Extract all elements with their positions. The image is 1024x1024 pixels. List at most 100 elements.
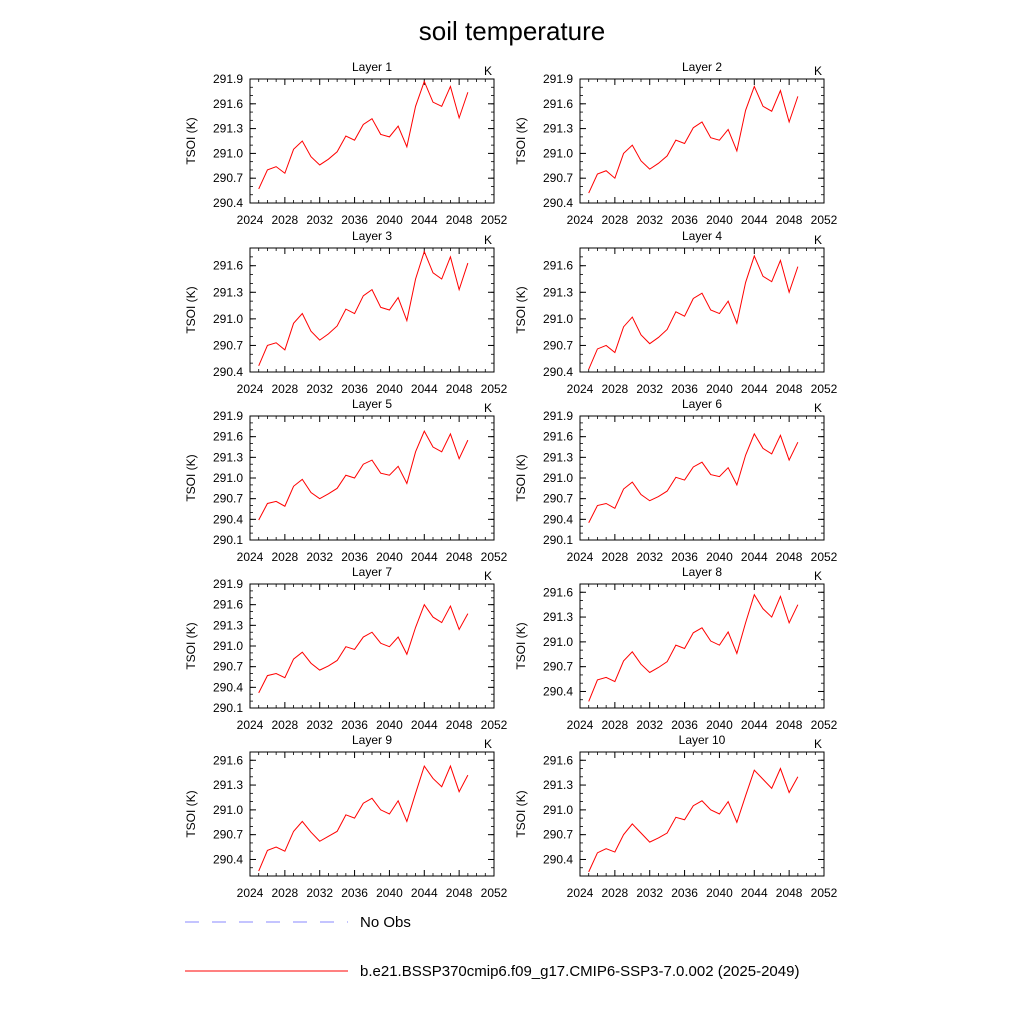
panel-layer-7-xtick-label: 2048	[446, 718, 473, 732]
panel-layer-4-xtick-label: 2036	[671, 382, 698, 396]
panel-layer-6-xtick-label: 2036	[671, 550, 698, 564]
panel-layer-7-xtick-label: 2024	[237, 718, 264, 732]
panel-layer-10-ylabel: TSOI (K)	[514, 790, 528, 837]
panel-layer-5-title: Layer 5	[352, 397, 392, 411]
panel-layer-8-series-line	[588, 593, 799, 702]
panel-layer-7-frame	[249, 583, 495, 709]
panel-layer-3-ylabel: TSOI (K)	[184, 286, 198, 333]
panel-layer-1-xtick-label: 2028	[272, 213, 299, 227]
panel-layer-4: 2024 2028 2032 2036 2040 2044 2048 2052 290.4 290…	[514, 229, 838, 396]
panel-layer-9-xtick-label: 2036	[341, 886, 368, 900]
panel-layer-5-xtick-label: 2048	[446, 550, 473, 564]
panel-layer-10-title: Layer 10	[679, 733, 726, 747]
panel-layer-4-xtick-label: 2040	[706, 382, 733, 396]
panel-layer-1: 2024 2028 2032 2036 2040 2044 2048 2052 290.4 290…	[184, 60, 508, 227]
panel-layer-1-series-line	[258, 80, 469, 190]
panel-layer-7-xtick-label: 2052	[481, 718, 508, 732]
panel-layer-5-series-line	[258, 430, 469, 521]
panel-layer-8-ytick-label: 291.0	[543, 635, 573, 649]
panel-layer-1-xtick-label: 2032	[306, 213, 333, 227]
panel-layer-1-xtick-label: 2036	[341, 213, 368, 227]
panel-layer-6-ytick-label: 291.6	[543, 430, 573, 444]
panel-layer-1-title: Layer 1	[352, 60, 392, 74]
legend-obs-label: No Obs	[360, 914, 411, 931]
panel-layer-3-xtick-label: 2052	[481, 382, 508, 396]
panel-layer-7-xtick-label: 2032	[306, 718, 333, 732]
panel-layer-4-unit: K	[814, 233, 822, 247]
panel-layer-7-ytick-label: 291.6	[213, 598, 243, 612]
panel-layer-6-xtick-label: 2052	[811, 550, 838, 564]
panel-layer-3-ytick-label: 290.4	[213, 365, 243, 379]
panel-layer-5-xtick-label: 2052	[481, 550, 508, 564]
panel-layer-7-ytick-label: 291.0	[213, 639, 243, 653]
panel-layer-8-title: Layer 8	[682, 565, 722, 579]
panel-layer-3-xtick-label: 2032	[306, 382, 333, 396]
panel-layer-9-xtick-label: 2044	[411, 886, 438, 900]
panel-layer-3-ytick-label: 291.6	[213, 259, 243, 273]
panel-layer-4-xtick-label: 2052	[811, 382, 838, 396]
panel-layer-6-ytick-label: 291.0	[543, 471, 573, 485]
panel-layer-5-ylabel: TSOI (K)	[184, 454, 198, 501]
panel-layer-8-xtick-label: 2048	[776, 718, 803, 732]
panel-layer-7-ytick-label: 291.9	[213, 577, 243, 591]
panel-layer-5-ytick-label: 290.4	[213, 512, 243, 526]
panel-layer-9: 2024 2028 2032 2036 2040 2044 2048 2052 290.4 290…	[184, 733, 508, 900]
panel-layer-1-xtick-label: 2048	[446, 213, 473, 227]
panel-layer-6-xtick-label: 2028	[602, 550, 629, 564]
panel-layer-5-ytick-label: 291.0	[213, 471, 243, 485]
panel-layer-4-xtick-label: 2024	[567, 382, 594, 396]
panel-layer-8-xtick-label: 2040	[706, 718, 733, 732]
panel-layer-10-series-line	[588, 767, 799, 873]
panel-layer-1-frame	[249, 78, 495, 204]
panel-layer-2-ytick-label: 291.9	[543, 72, 573, 86]
panel-layer-5-ytick-label: 290.7	[213, 492, 243, 506]
panel-layer-2-ytick-label: 291.6	[543, 97, 573, 111]
panel-layer-10-unit: K	[814, 737, 822, 751]
panel-layer-1-ytick-label: 290.7	[213, 171, 243, 185]
panel-layer-10-ytick-label: 291.0	[543, 803, 573, 817]
panel-layer-2-title: Layer 2	[682, 60, 722, 74]
panel-layer-6: 2024 2028 2032 2036 2040 2044 2048 2052 290.1 290…	[514, 397, 838, 564]
panel-layer-6-frame	[579, 415, 825, 541]
panel-layer-8-xtick-label: 2044	[741, 718, 768, 732]
panel-layer-8-ytick-label: 291.6	[543, 585, 573, 599]
panel-layer-3-xtick-label: 2048	[446, 382, 473, 396]
panel-layer-10-xtick-label: 2052	[811, 886, 838, 900]
panel-layer-7-ylabel: TSOI (K)	[184, 622, 198, 669]
panel-layer-9-xtick-label: 2024	[237, 886, 264, 900]
panel-layer-3-xtick-label: 2028	[272, 382, 299, 396]
panel-layer-7-xtick-label: 2040	[376, 718, 403, 732]
panels-grid: 2024 2028 2032 2036 2040 2044 2048 2052 290.4 290…	[184, 60, 838, 900]
panel-layer-8-frame	[579, 583, 825, 709]
panel-layer-5-ytick-label: 291.6	[213, 430, 243, 444]
panel-layer-8-xtick-label: 2032	[636, 718, 663, 732]
panel-layer-8-xtick-label: 2024	[567, 718, 594, 732]
panel-layer-3-xtick-label: 2024	[237, 382, 264, 396]
panel-layer-8-xtick-label: 2052	[811, 718, 838, 732]
panel-layer-10-xtick-label: 2044	[741, 886, 768, 900]
panel-layer-7-title: Layer 7	[352, 565, 392, 579]
panel-layer-9-series-line	[258, 764, 469, 872]
panel-layer-7-xtick-label: 2036	[341, 718, 368, 732]
panel-layer-5-ytick-label: 290.1	[213, 533, 243, 547]
panel-layer-10-xtick-label: 2032	[636, 886, 663, 900]
panel-layer-8: 2024 2028 2032 2036 2040 2044 2048 2052 290.4 290…	[514, 565, 838, 732]
panel-layer-9-ytick-label: 291.6	[213, 753, 243, 767]
panel-layer-2-unit: K	[814, 64, 822, 78]
panel-layer-10-xtick-label: 2036	[671, 886, 698, 900]
panel-layer-9-xtick-label: 2040	[376, 886, 403, 900]
panel-layer-2-series-line	[588, 85, 799, 194]
panel-layer-6-ytick-label: 290.1	[543, 533, 573, 547]
panel-layer-5-xtick-label: 2036	[341, 550, 368, 564]
panel-layer-1-unit: K	[484, 64, 492, 78]
panel-layer-1-ytick-label: 291.3	[213, 122, 243, 136]
panel-layer-8-ylabel: TSOI (K)	[514, 622, 528, 669]
panel-layer-6-title: Layer 6	[682, 397, 722, 411]
panel-layer-3-xtick-label: 2044	[411, 382, 438, 396]
panel-layer-6-ytick-label: 290.4	[543, 512, 573, 526]
panel-layer-4-series-line	[588, 254, 799, 370]
panel-layer-5-xtick-label: 2044	[411, 550, 438, 564]
panel-layer-6-xtick-label: 2048	[776, 550, 803, 564]
panel-layer-3: 2024 2028 2032 2036 2040 2044 2048 2052 290.4 290…	[184, 229, 508, 396]
panel-layer-2-xtick-label: 2044	[741, 213, 768, 227]
